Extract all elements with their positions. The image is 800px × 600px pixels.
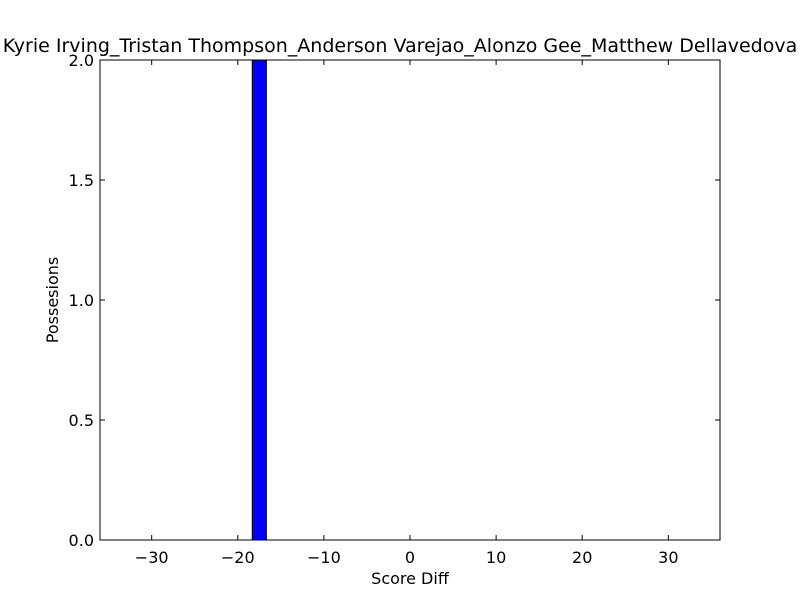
x-tick-label: 20 xyxy=(572,548,592,567)
x-tick-label: −10 xyxy=(307,548,341,567)
y-tick-label: 0.5 xyxy=(69,411,94,430)
bars-layer xyxy=(251,59,267,541)
x-tick-label: 10 xyxy=(486,548,506,567)
y-tick-label: 2.0 xyxy=(69,51,94,70)
histogram-bar xyxy=(251,59,267,541)
ticks-layer: −30 −20 −10 0 10 20 30 0.0 0.5 1.0 1.5 2.0 xyxy=(69,51,720,567)
x-tick-label: −20 xyxy=(221,548,255,567)
chart-title: Kyrie Irving_Tristan Thompson_Anderson V… xyxy=(3,35,798,57)
x-tick-label: −30 xyxy=(135,548,169,567)
y-tick-label: 0.0 xyxy=(69,531,94,550)
y-tick-label: 1.5 xyxy=(69,171,94,190)
x-tick-label: 30 xyxy=(658,548,678,567)
plot-area-frame xyxy=(99,59,721,541)
x-axis-label: Score Diff xyxy=(371,569,450,588)
y-tick-label: 1.0 xyxy=(69,291,94,310)
x-tick-label: 0 xyxy=(405,548,415,567)
y-axis-label: Possesions xyxy=(43,257,62,343)
